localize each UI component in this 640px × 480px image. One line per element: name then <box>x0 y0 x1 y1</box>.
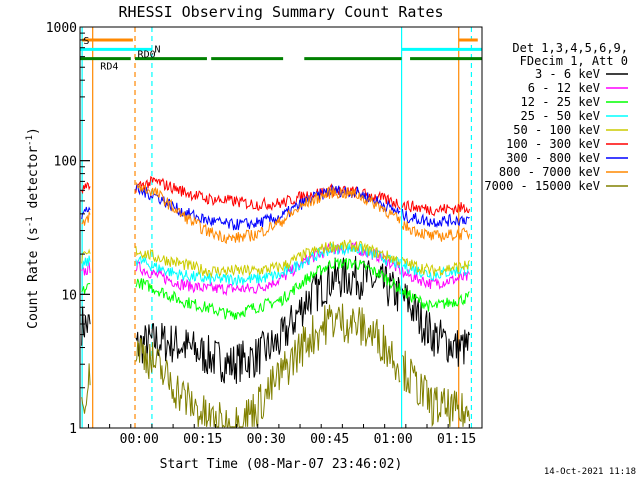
legend-label-50-100-kev: 50 - 100 keV <box>513 123 600 137</box>
y-axis-ticks: 1 10 100 1000 <box>46 21 90 437</box>
series-line-3-6-kev-1 <box>135 255 401 384</box>
series-line-12-25-kev-2 <box>401 287 470 312</box>
legend-label-7000-15000-kev: 7000 - 15000 keV <box>484 179 600 193</box>
bar-label-rd0: RD0 <box>138 50 156 61</box>
series-line-300-800-kev-1 <box>135 184 401 231</box>
series-800-7000-kev <box>81 182 470 245</box>
series-line-800-7000-kev-1 <box>135 182 401 245</box>
segment-boundaries <box>81 27 473 428</box>
series-line-300-800-kev-2 <box>401 208 470 229</box>
x-tick-label: 01:00 <box>374 432 413 447</box>
y-tick-label: 1 <box>69 422 77 437</box>
x-tick-label: 00:00 <box>120 432 159 447</box>
series-50-100-kev <box>81 238 470 279</box>
series-line-3-6-kev-0 <box>81 306 91 346</box>
series-line-12-25-kev-0 <box>81 282 91 295</box>
bar-label-rd4: RD4 <box>100 62 118 73</box>
x-tick-label: 01:15 <box>437 432 476 447</box>
x-axis-ticks: 00:00 00:15 00:30 00:45 01:00 01:15 <box>87 424 476 447</box>
series-7000-15000-kev <box>81 303 470 429</box>
series-line-7000-15000-kev-0 <box>81 363 91 414</box>
legend-header-line: FDecim 1, Att 0 <box>520 54 628 68</box>
series-line-100-300-kev-1 <box>135 175 401 211</box>
timestamp-footer: 14-Oct-2021 11:18 <box>544 467 636 477</box>
y-axis-label: Count Rate (s-1 detector-1) <box>25 127 41 329</box>
x-tick-label: 00:15 <box>183 432 222 447</box>
series-line-12-25-kev-1 <box>135 257 401 320</box>
series-3-6-kev <box>81 255 470 384</box>
x-tick-label: 00:30 <box>247 432 286 447</box>
legend-label-3-6-kev: 3 - 6 keV <box>535 67 600 81</box>
series-line-800-7000-kev-0 <box>81 210 91 226</box>
chart-title: RHESSI Observing Summary Count Rates <box>118 3 443 21</box>
legend: Det 1,3,4,5,6,9,FDecim 1, Att 03 - 6 keV… <box>484 41 628 193</box>
series-line-3-6-kev-2 <box>401 283 470 367</box>
y-tick-label: 10 <box>61 288 77 303</box>
legend-label-300-800-kev: 300 - 800 keV <box>506 151 600 165</box>
series-line-800-7000-kev-2 <box>401 221 470 242</box>
series-12-25-kev <box>81 257 470 320</box>
legend-header-line: Det 1,3,4,5,6,9, <box>512 41 628 55</box>
series-curves <box>81 175 470 429</box>
bar-label-s: S <box>83 36 89 47</box>
y-tick-label: 1000 <box>46 21 77 36</box>
series-100-300-kev <box>81 175 470 217</box>
legend-label-100-300-kev: 100 - 300 keV <box>506 137 600 151</box>
legend-label-800-7000-kev: 800 - 7000 keV <box>499 165 600 179</box>
x-tick-label: 00:45 <box>310 432 349 447</box>
plot-frame <box>79 26 483 429</box>
series-line-7000-15000-kev-1 <box>135 303 401 429</box>
legend-label-25-50-kev: 25 - 50 keV <box>521 109 600 123</box>
series-line-6-12-kev-2 <box>401 267 470 290</box>
legend-label-12-25-kev: 12 - 25 keV <box>521 95 600 109</box>
x-axis-label: Start Time (08-Mar-07 23:46:02) <box>160 457 403 472</box>
series-line-50-100-kev-1 <box>135 238 401 279</box>
series-line-100-300-kev-0 <box>81 181 91 195</box>
bar-label-n: N <box>154 44 160 55</box>
series-line-100-300-kev-2 <box>401 199 470 217</box>
series-line-300-800-kev-0 <box>81 206 91 220</box>
y-tick-label: 100 <box>54 155 77 170</box>
series-line-25-50-kev-0 <box>81 255 91 270</box>
series-line-50-100-kev-2 <box>401 256 470 277</box>
series-line-50-100-kev-0 <box>81 248 91 264</box>
legend-label-6-12-kev: 6 - 12 keV <box>528 81 600 95</box>
series-line-7000-15000-kev-2 <box>402 350 470 428</box>
